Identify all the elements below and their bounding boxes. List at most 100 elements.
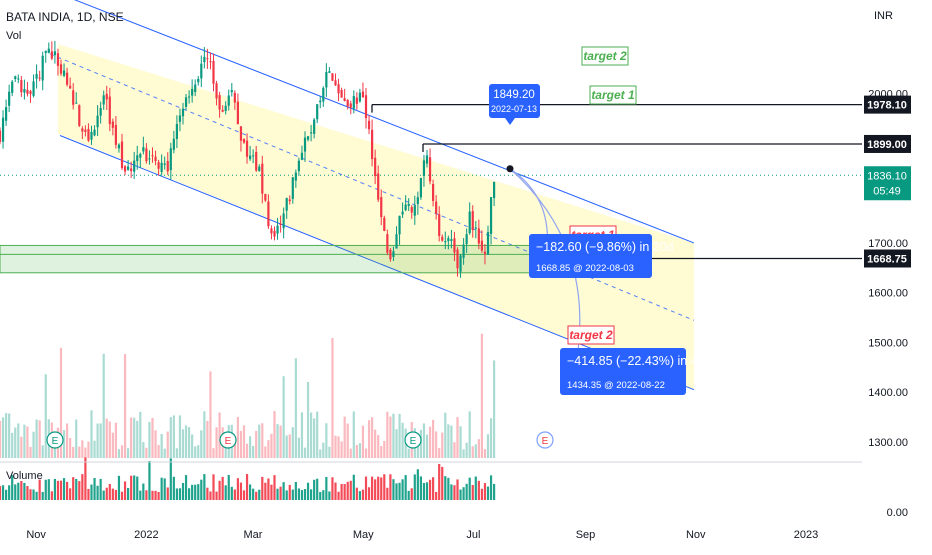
candle-body[interactable] (197, 78, 200, 83)
volume-pane-bar[interactable] (38, 479, 41, 500)
volume-bar[interactable] (447, 424, 450, 458)
level-price-label[interactable]: 1899.00 (864, 134, 911, 153)
candle-body[interactable] (0, 130, 2, 142)
level-price-label[interactable]: 1668.75 (864, 249, 911, 268)
volume-bar[interactable] (261, 423, 264, 458)
level-price-box[interactable] (864, 134, 911, 153)
volume-bar[interactable] (294, 358, 297, 458)
volume-pane-bar[interactable] (349, 480, 352, 500)
candle-body[interactable] (255, 151, 258, 171)
candle-body[interactable] (154, 156, 157, 162)
candle-body[interactable] (130, 168, 133, 172)
volume-bar[interactable] (160, 433, 163, 458)
volume-pane-bar[interactable] (493, 483, 496, 500)
candle-body[interactable] (69, 85, 72, 89)
volume-pane-bar[interactable] (425, 482, 429, 500)
volume-pane-bar[interactable] (160, 477, 163, 500)
candle-body[interactable] (53, 51, 56, 56)
volume-bar[interactable] (203, 411, 206, 458)
candle-body[interactable] (169, 148, 172, 171)
volume-pane-bar[interactable] (325, 476, 328, 500)
volume-pane-bar[interactable] (322, 490, 325, 500)
candle-body[interactable] (367, 120, 371, 130)
candle-body[interactable] (349, 103, 352, 108)
volume-pane-bar[interactable] (270, 484, 273, 500)
volume-pane-bar[interactable] (489, 475, 493, 500)
volume-pane-bar[interactable] (416, 469, 419, 500)
volume-pane-bar[interactable] (96, 485, 99, 500)
candle-body[interactable] (249, 155, 252, 160)
volume-bar[interactable] (215, 427, 218, 458)
volume-bar[interactable] (331, 338, 334, 458)
candle-body[interactable] (291, 177, 294, 199)
volume-pane-bar[interactable] (303, 489, 307, 500)
candle-body[interactable] (206, 58, 209, 60)
volume-pane-bar[interactable] (47, 479, 50, 500)
candle-body[interactable] (459, 255, 462, 272)
candle-body[interactable] (29, 91, 32, 94)
volume-pane-bar[interactable] (261, 476, 264, 500)
volume-pane-bar[interactable] (276, 488, 279, 500)
volume-bar[interactable] (364, 448, 368, 458)
volume-pane-bar[interactable] (438, 464, 441, 500)
volume-pane-bar[interactable] (242, 490, 246, 500)
candle-body[interactable] (334, 80, 337, 86)
candle-body[interactable] (117, 144, 121, 149)
volume-pane-bar[interactable] (87, 488, 90, 500)
volume-bar[interactable] (11, 432, 14, 458)
candle-body[interactable] (14, 76, 17, 80)
volume-pane-bar[interactable] (136, 476, 139, 500)
volume-bar[interactable] (468, 411, 471, 458)
volume-pane-bar[interactable] (395, 483, 398, 500)
volume-pane-bar[interactable] (41, 491, 44, 500)
volume-pane-bar[interactable] (468, 477, 471, 500)
candle-body[interactable] (306, 136, 310, 140)
candle-body[interactable] (264, 193, 267, 201)
candle-body[interactable] (361, 91, 365, 98)
volume-bar[interactable] (102, 353, 105, 458)
volume-pane-label[interactable]: Volume (6, 470, 43, 482)
volume-pane-bar[interactable] (355, 487, 358, 500)
volume-bar[interactable] (358, 443, 361, 458)
volume-bar[interactable] (184, 425, 188, 458)
volume-bar[interactable] (111, 432, 114, 458)
volume-pane-bar[interactable] (221, 476, 224, 500)
volume-pane-bar[interactable] (218, 480, 221, 500)
volume-pane-bar[interactable] (148, 460, 151, 500)
volume-bar[interactable] (352, 411, 355, 458)
volume-bar[interactable] (72, 446, 75, 458)
volume-bar[interactable] (316, 411, 319, 458)
volume-pane-bar[interactable] (279, 486, 282, 500)
volume-bar[interactable] (148, 421, 151, 458)
volume-pane-bar[interactable] (194, 484, 197, 500)
volume-bar[interactable] (1, 417, 5, 458)
volume-pane-bar[interactable] (371, 476, 374, 500)
projection-callout-1[interactable]: −182.60 (−9.86%) in 20d 1668.85 @ 2022-08… (529, 234, 674, 278)
volume-pane-bar[interactable] (157, 491, 160, 500)
candle-body[interactable] (157, 162, 160, 169)
volume-pane-bar[interactable] (5, 489, 8, 500)
earnings-marker[interactable]: E (219, 431, 237, 449)
candle-body[interactable] (294, 172, 297, 181)
volume-bar[interactable] (66, 423, 69, 458)
volume-pane-bar[interactable] (69, 488, 72, 500)
volume-pane-bar[interactable] (273, 475, 276, 500)
volume-pane-bar[interactable] (398, 482, 401, 500)
volume-bar[interactable] (267, 440, 270, 458)
volume-pane-bar[interactable] (1, 485, 5, 500)
candle-body[interactable] (325, 71, 328, 88)
candle-body[interactable] (474, 227, 477, 229)
volume-pane-bar[interactable] (441, 466, 444, 500)
candle-body[interactable] (23, 89, 26, 93)
volume-pane-bar[interactable] (291, 489, 294, 500)
volume-pane-bar[interactable] (255, 491, 258, 500)
candle-body[interactable] (133, 160, 136, 172)
volume-bar[interactable] (270, 433, 273, 458)
target-label[interactable]: target 2 (583, 49, 627, 63)
volume-pane-bar[interactable] (8, 485, 11, 500)
volume-pane-bar[interactable] (364, 476, 368, 500)
volume-bar[interactable] (343, 416, 346, 458)
volume-pane-bar[interactable] (297, 488, 300, 500)
volume-bar[interactable] (303, 447, 307, 458)
candle-body[interactable] (99, 107, 102, 116)
